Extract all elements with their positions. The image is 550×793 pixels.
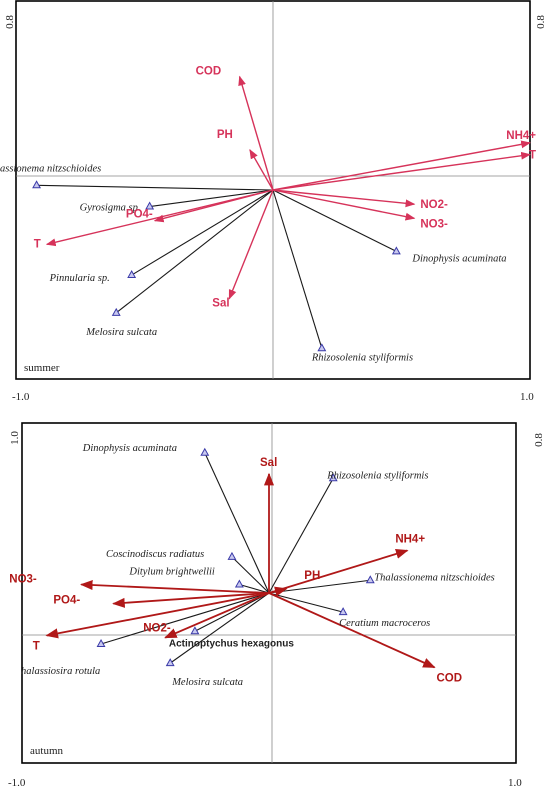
autumn-season-label: autumn [30,745,63,757]
autumn-env-arrow-4 [112,592,270,608]
autumn-species-label-0: Dinophysis acuminata [82,443,177,454]
summer-vectors [32,75,531,352]
autumn-env-label-4: PO4- [53,595,80,607]
autumn-y-tick-right: 0.8 [533,433,545,447]
summer-species-line-4 [272,189,397,252]
autumn-plot-frame [21,422,517,764]
autumn-x-tick-right: 1.0 [508,777,522,789]
autumn-species-line-1 [268,477,334,594]
summer-species-label-2: Pinnularia sp. [49,273,110,284]
autumn-species-line-8 [169,592,270,664]
summer-species-marker-2 [127,270,137,279]
autumn-species-marker-0 [200,447,210,456]
autumn-env-label-0: Sal [260,457,277,469]
summer-species-label-5: Rhizosolenia styliformis [311,352,413,363]
autumn-env-label-5: NO2- [143,623,171,635]
autumn-env-label-6: T [33,641,40,653]
summer-env-label-4: NO2- [420,199,448,211]
autumn-species-line-2 [231,556,270,594]
summer-env-arrow-7 [45,189,274,247]
autumn-env-label-3: NO3- [9,574,37,586]
autumn-env-label-1: NH4+ [395,534,425,546]
summer-species-marker-5 [317,343,327,352]
autumn-species-line-0 [204,452,270,594]
autumn-species-marker-3 [234,579,244,588]
autumn-species-line-3 [239,583,270,594]
autumn-env-arrow-1 [268,549,409,594]
summer-species-label-0: halassionema nitzschioides [0,163,101,174]
summer-env-arrow-8 [228,189,274,300]
summer-env-label-1: PH [217,129,233,141]
summer-species-label-1: Gyrosigma sp. [80,203,141,214]
autumn-panel: Dinophysis acuminata Rhizosolenia stylifo… [8,422,545,789]
autumn-labels: Dinophysis acuminata Rhizosolenia stylifo… [9,443,494,688]
summer-env-label-2: NH4+ [506,130,536,142]
autumn-species-label-6: Actinoptychus hexagonus [169,638,294,649]
autumn-env-arrow-6 [45,592,270,639]
summer-species-line-0 [36,184,274,191]
autumn-vectors [45,447,436,669]
autumn-species-label-3: Ditylum brightwellii [128,567,215,578]
autumn-species-label-7: halassiosira rotula [21,666,100,677]
autumn-env-arrow-3 [80,579,270,594]
summer-species-marker-3 [111,307,121,316]
summer-species-label-4: Dinophysis acuminata [411,253,506,264]
autumn-species-marker-2 [227,551,237,560]
autumn-species-label-8: Melosira sulcata [171,677,243,688]
autumn-species-label-5: Ceratium macroceros [339,618,430,629]
summer-env-label-5: NO3- [420,218,448,230]
autumn-env-arrow-5 [164,592,270,639]
autumn-env-arrow-7 [268,592,436,669]
summer-x-tick-left: -1.0 [12,391,30,403]
summer-y-tick-left: 0.8 [4,15,16,29]
autumn-species-label-2: Coscinodiscus radiatus [106,549,204,560]
summer-season-label: summer [24,362,60,374]
autumn-species-line-4 [268,579,371,594]
autumn-species-line-6 [194,592,270,632]
summer-env-label-8: Sal [212,298,229,310]
summer-env-label-0: COD [196,66,222,78]
summer-env-arrow-4 [272,189,416,208]
summer-species-marker-1 [145,201,155,210]
autumn-x-tick-left: -1.0 [8,777,26,789]
summer-species-line-5 [272,189,323,349]
autumn-species-marker-7 [96,638,106,647]
autumn-env-label-2: PH [304,570,320,582]
summer-env-arrow-2 [272,140,531,191]
autumn-species-marker-4 [365,575,375,584]
autumn-species-marker-8 [165,658,175,667]
summer-species-line-3 [115,189,274,314]
summer-env-arrow-0 [238,75,274,191]
summer-species-line-2 [131,189,274,276]
autumn-env-label-7: COD [436,672,462,684]
autumn-species-marker-5 [338,607,348,616]
summer-species-label-3: Melosira sulcata [85,327,157,338]
autumn-env-arrow-2 [268,586,288,597]
summer-env-label-7: T [34,238,41,250]
autumn-species-line-7 [100,592,270,645]
summer-species-line-1 [149,189,274,208]
summer-env-arrow-5 [272,189,416,221]
autumn-species-label-4: Thalassionema nitzschioides [374,572,494,583]
autumn-y-tick-left: 1.0 [9,431,21,445]
summer-species-marker-0 [32,180,42,189]
summer-env-label-6: PO4- [126,209,153,221]
autumn-species-label-1: Rhizosolenia styliformis [326,470,428,481]
summer-env-arrow-3 [272,151,531,191]
summer-y-tick-right: 0.8 [535,15,547,29]
summer-env-arrow-1 [249,148,274,191]
summer-env-label-3: T [529,150,536,162]
autumn-species-marker-6 [190,626,200,635]
summer-x-tick-right: 1.0 [520,391,534,403]
autumn-species-marker-1 [328,473,338,482]
summer-species-marker-4 [391,246,401,255]
